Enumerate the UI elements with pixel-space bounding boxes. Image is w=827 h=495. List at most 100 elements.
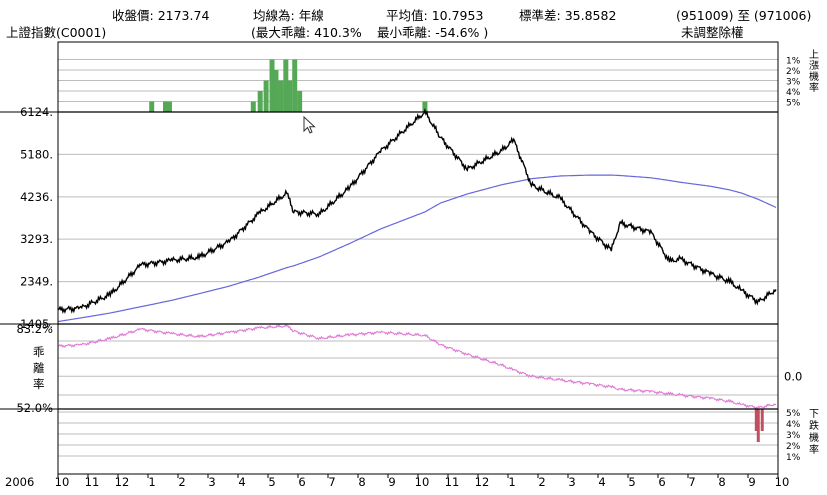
average-label: 平均值: (386, 8, 428, 23)
x-tick-label: 3 (208, 475, 215, 489)
price-tick-label: 5180. (20, 147, 53, 161)
x-tick-label: 9 (388, 475, 395, 489)
x-tick-label: 11 (85, 475, 100, 489)
up-frequency-bar (297, 91, 303, 112)
moving-average-value: 年線 (298, 8, 324, 23)
year-label: 2006 (5, 475, 34, 489)
up-frequency-bar (263, 80, 269, 112)
deviation-side-label: 率 (33, 377, 45, 391)
close-price: 收盤價: 2173.74 (112, 9, 209, 23)
x-tick-label: 10 (775, 475, 790, 489)
up-side-label: 漲 (809, 60, 819, 72)
date-range: (951009) 至 (971006) (676, 8, 812, 23)
down-side-label: 跌 (809, 419, 819, 432)
down-side-label: 機 (809, 431, 819, 444)
up-frequency-bar (250, 101, 256, 112)
max-deviation: (最大乖離: 410.3% (251, 26, 362, 40)
min-deviation-label: 最小乖離: (377, 25, 432, 40)
x-tick-label: 10 (415, 475, 430, 489)
up-frequency-bar (422, 101, 428, 112)
moving-average-line (57, 174, 777, 323)
up-frequency-bar (278, 80, 284, 112)
down-prob-label: 5% (786, 409, 801, 419)
down-prob-label: 4% (786, 420, 801, 430)
x-tick-label: 1 (148, 475, 155, 489)
x-tick-label: 1 (508, 475, 515, 489)
x-tick-label: 2 (178, 475, 185, 489)
deviation-panel: 83.2% 0.0 -52.0% 乖離率 (12, 322, 802, 415)
up-frequency-bar (166, 101, 172, 112)
up-side-label: 上 (809, 49, 819, 61)
up-side-label: 機 (809, 70, 819, 83)
up-frequency-bar (287, 80, 293, 112)
outer-frame (57, 41, 779, 475)
down-frequency-bar (756, 409, 760, 442)
close-price-label: 收盤價: (112, 8, 154, 23)
down-side-label: 率 (809, 443, 819, 456)
up-frequency-bar (292, 59, 298, 112)
x-tick-label: 4 (598, 475, 605, 489)
x-tick-label: 12 (475, 475, 490, 489)
average-number: 10.7953 (431, 8, 484, 23)
x-tick-label: 5 (268, 475, 275, 489)
x-tick-label: 5 (628, 475, 635, 489)
std-dev-value: 35.8582 (564, 8, 617, 23)
down-frequency-bar (760, 409, 764, 431)
down-prob-label: 1% (786, 453, 801, 463)
up-side-label: 率 (809, 81, 819, 94)
average-value: 平均值: 10.7953 (386, 9, 483, 23)
up-frequency-bar (163, 101, 169, 112)
price-tick-label: 3293. (20, 232, 53, 246)
up-prob-label: 4% (786, 88, 801, 98)
moving-average-info: 均線為: 年線 (253, 9, 324, 23)
x-tick-label: 3 (568, 475, 575, 489)
mouse-pointer-icon (303, 116, 316, 134)
price-panel: 6124.5180.4236.3293.2349.1405. (20, 105, 778, 331)
min-deviation: 最小乖離: -54.6% ) (377, 26, 488, 40)
x-tick-label: 7 (688, 475, 695, 489)
down-frequency-bar (754, 409, 758, 431)
down-prob-label: 3% (786, 431, 801, 441)
panel-frames (0, 41, 779, 475)
price-tick-label: 2349. (20, 275, 53, 289)
moving-average-label: 均線為: (253, 8, 295, 23)
up-prob-label: 2% (786, 67, 801, 77)
up-frequency-bar (273, 70, 279, 112)
max-deviation-value: 410.3% (314, 25, 362, 40)
deviation-side-label: 離 (33, 361, 45, 375)
up-frequency-bar (149, 101, 155, 112)
x-tick-label: 8 (358, 475, 365, 489)
deviation-side-label: 乖 (33, 345, 45, 359)
std-dev: 標準差: 35.8582 (519, 9, 616, 23)
index-price-line (57, 107, 777, 315)
min-deviation-value: -54.6% ) (435, 25, 489, 40)
adjustment-note: 未調整除權 (681, 25, 744, 40)
x-axis: 2006 10 11 12 1 2 3 4 5 6 7 8 9 10 11 12 1 2 3 4 5 6 7 8 9 10 (5, 474, 789, 489)
down-prob-label: 2% (786, 442, 801, 452)
x-tick-label: 4 (238, 475, 245, 489)
x-tick-label: 7 (328, 475, 335, 489)
price-tick-label: 4236. (20, 190, 53, 204)
up-frequency-bar (257, 91, 263, 112)
max-deviation-label: (最大乖離: (251, 25, 311, 40)
x-tick-label: 9 (748, 475, 755, 489)
std-dev-label: 標準差: (519, 8, 561, 23)
deviation-tick-label: -52.0% (12, 401, 53, 415)
up-frequency-bar (283, 59, 289, 112)
x-tick-label: 6 (658, 475, 665, 489)
down-side-label: 下 (809, 409, 819, 420)
up-prob-label: 1% (786, 57, 801, 67)
deviation-tick-label: 83.2% (16, 322, 53, 336)
close-price-value: 2173.74 (157, 8, 210, 23)
x-tick-label: 11 (445, 475, 460, 489)
x-tick-label: 10 (55, 475, 70, 489)
x-tick-label: 6 (298, 475, 305, 489)
up-prob-label: 3% (786, 78, 801, 88)
x-tick-label: 12 (115, 475, 130, 489)
index-name: 上證指數(C0001) (6, 25, 107, 40)
up-frequency-bar (269, 59, 275, 112)
x-tick-label: 2 (538, 475, 545, 489)
